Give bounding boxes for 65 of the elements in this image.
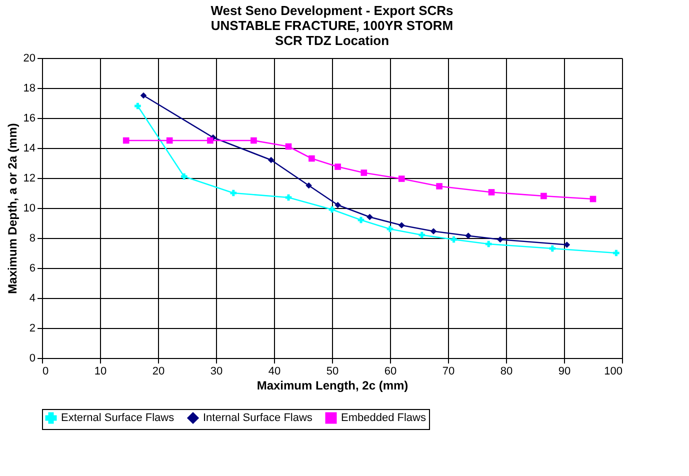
y-tick-label: 16: [23, 112, 36, 124]
y-tick-label: 8: [29, 232, 36, 244]
x-tick-label: 40: [268, 366, 281, 378]
point: [166, 137, 173, 144]
x-tick-label: 30: [210, 366, 223, 378]
x-tick-label: 10: [94, 366, 107, 378]
point: [430, 228, 437, 234]
text: West Seno Development - Export SCRs: [210, 3, 454, 18]
text: UNSTABLE FRACTURE, 100YR STORM: [210, 18, 454, 33]
y-tick-label: 14: [23, 142, 36, 154]
y-tick-label: 20: [23, 52, 36, 64]
point: [590, 196, 596, 202]
point: [250, 137, 257, 144]
point: [497, 236, 504, 243]
point: [180, 173, 188, 180]
y-tick-label: 10: [23, 202, 36, 214]
x-tick-label: 80: [500, 366, 513, 378]
y-tick-label: 4: [29, 292, 36, 304]
point: [418, 232, 426, 238]
point: [285, 194, 292, 201]
x-tick-label: 100: [604, 366, 622, 378]
y-tick-label: 12: [23, 172, 36, 184]
point: [386, 226, 394, 232]
y-tick-label: 0: [29, 352, 36, 364]
x-tick-label: 70: [442, 366, 455, 378]
legend-label: Embedded Flaws: [341, 412, 426, 424]
point: [334, 164, 341, 170]
point: [122, 137, 130, 144]
legend-label: Internal Surface Flaws: [203, 412, 313, 424]
x-tick-label: 20: [152, 366, 165, 378]
point: [268, 156, 274, 164]
point: [436, 183, 442, 190]
x-tick-label: 50: [326, 366, 339, 378]
point: [366, 214, 373, 220]
x-axis-title: Maximum Length, 2c (mm): [256, 378, 408, 392]
point: [328, 206, 336, 213]
point: [540, 192, 547, 200]
point: [398, 222, 405, 228]
point: [306, 182, 312, 189]
point: [564, 242, 570, 248]
point: [134, 102, 141, 110]
x-tick-label: 90: [558, 366, 571, 378]
point: [207, 137, 214, 144]
y-tick-label: 2: [29, 322, 36, 334]
point: [230, 190, 237, 196]
y-tick-label: 6: [29, 262, 36, 274]
point: [398, 176, 405, 182]
point: [334, 202, 341, 208]
point: [488, 189, 495, 196]
point: [360, 170, 368, 176]
point: [308, 155, 315, 162]
point: [485, 240, 492, 248]
y-tick-label: 18: [23, 82, 36, 94]
point: [549, 245, 556, 252]
point: [140, 92, 147, 99]
text: SCR TDZ Location: [274, 33, 390, 48]
y-axis-title: Maximum Depth, a or 2a (mm): [5, 123, 20, 294]
point: [465, 232, 472, 239]
point: [358, 216, 364, 224]
point: [285, 143, 292, 150]
point: [450, 236, 457, 243]
legend-label: External Surface Flaws: [61, 412, 175, 424]
x-tick-label: 0: [42, 366, 49, 378]
point: [613, 250, 620, 256]
x-tick-label: 60: [384, 366, 397, 378]
